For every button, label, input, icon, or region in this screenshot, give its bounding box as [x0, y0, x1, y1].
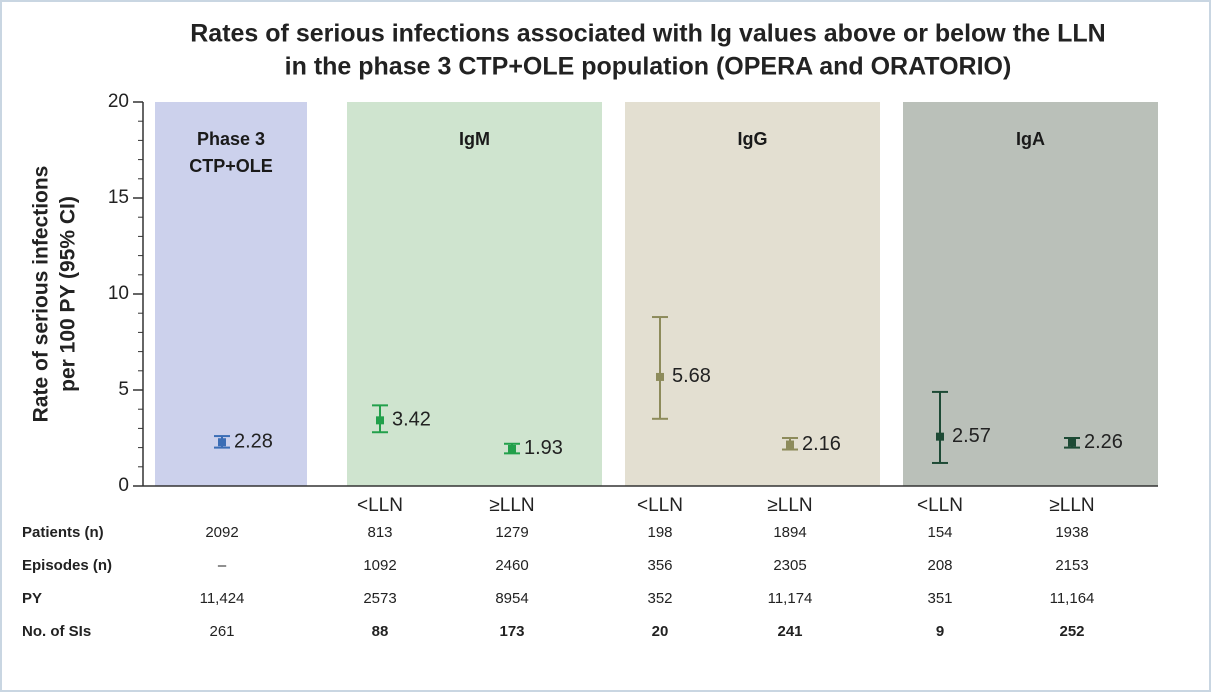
- table-cell: –: [218, 557, 227, 574]
- table-cell: 8954: [495, 590, 528, 607]
- table-cell: 11,424: [200, 590, 245, 607]
- y-tick-label: 20: [108, 91, 129, 112]
- group-panel: [155, 102, 307, 486]
- table-cell: 173: [499, 623, 524, 640]
- value-label: 2.28: [234, 431, 273, 453]
- table-cell: 198: [647, 524, 672, 541]
- table-cell: 1938: [1055, 524, 1088, 541]
- table-cell: 1894: [773, 524, 806, 541]
- chart-title: in the phase 3 CTP+OLE population (OPERA…: [285, 53, 1012, 81]
- y-axis-label: Rate of serious infections: [30, 166, 53, 423]
- y-tick-label: 10: [108, 283, 129, 304]
- table-cell: 252: [1059, 623, 1084, 640]
- table-cell: 2460: [495, 557, 528, 574]
- table-cell: 208: [927, 557, 952, 574]
- group-label: Phase 3: [197, 129, 265, 149]
- x-tick-label: ≥LLN: [489, 495, 534, 516]
- group-label: IgM: [459, 129, 490, 149]
- value-label: 2.57: [952, 425, 991, 447]
- table-cell: 11,164: [1050, 590, 1095, 607]
- table-cell: 241: [777, 623, 802, 640]
- value-label: 3.42: [392, 409, 431, 431]
- group-label: IgG: [738, 129, 768, 149]
- point: [376, 416, 384, 425]
- table-cell: 1279: [495, 524, 528, 541]
- point: [936, 432, 944, 441]
- x-tick-label: ≥LLN: [767, 495, 812, 516]
- row-header: Patients (n): [22, 524, 104, 541]
- point: [508, 444, 516, 453]
- table-cell: 9: [936, 623, 944, 640]
- x-tick-label: <LLN: [917, 495, 963, 516]
- value-label: 2.16: [802, 433, 841, 455]
- x-tick-label: ≥LLN: [1049, 495, 1094, 516]
- table-cell: 2305: [773, 557, 806, 574]
- table-cell: 2153: [1055, 557, 1088, 574]
- point: [218, 438, 226, 447]
- group-label: CTP+OLE: [189, 156, 273, 176]
- point: [1068, 438, 1076, 447]
- point: [786, 440, 794, 449]
- x-tick-label: <LLN: [637, 495, 683, 516]
- table-cell: 1092: [363, 557, 396, 574]
- y-axis-label: per 100 PY (95% CI): [57, 196, 80, 392]
- y-tick-label: 15: [108, 187, 129, 208]
- table-cell: 20: [652, 623, 669, 640]
- x-tick-label: <LLN: [357, 495, 403, 516]
- table-cell: 351: [927, 590, 952, 607]
- group-panel: [347, 102, 602, 486]
- row-header: Episodes (n): [22, 557, 112, 574]
- value-label: 1.93: [524, 437, 563, 459]
- table-cell: 2573: [363, 590, 396, 607]
- table-cell: 813: [367, 524, 392, 541]
- y-tick-label: 5: [118, 379, 129, 400]
- chart-title: Rates of serious infections associated w…: [190, 20, 1106, 48]
- table-cell: 2092: [205, 524, 238, 541]
- table-cell: 11,174: [768, 590, 813, 607]
- value-label: 2.26: [1084, 431, 1123, 453]
- group-panel: [903, 102, 1158, 486]
- row-header: No. of SIs: [22, 623, 91, 640]
- row-header: PY: [22, 590, 42, 607]
- table-cell: 154: [927, 524, 952, 541]
- group-panel: [625, 102, 880, 486]
- table-cell: 88: [372, 623, 389, 640]
- value-label: 5.68: [672, 365, 711, 387]
- error-bar: [932, 390, 948, 464]
- table-cell: 261: [209, 623, 234, 640]
- y-tick-label: 0: [118, 475, 129, 496]
- group-label: IgA: [1016, 129, 1045, 149]
- error-bar: [652, 316, 668, 420]
- table-cell: 356: [647, 557, 672, 574]
- table-cell: 352: [647, 590, 672, 607]
- point: [656, 372, 664, 381]
